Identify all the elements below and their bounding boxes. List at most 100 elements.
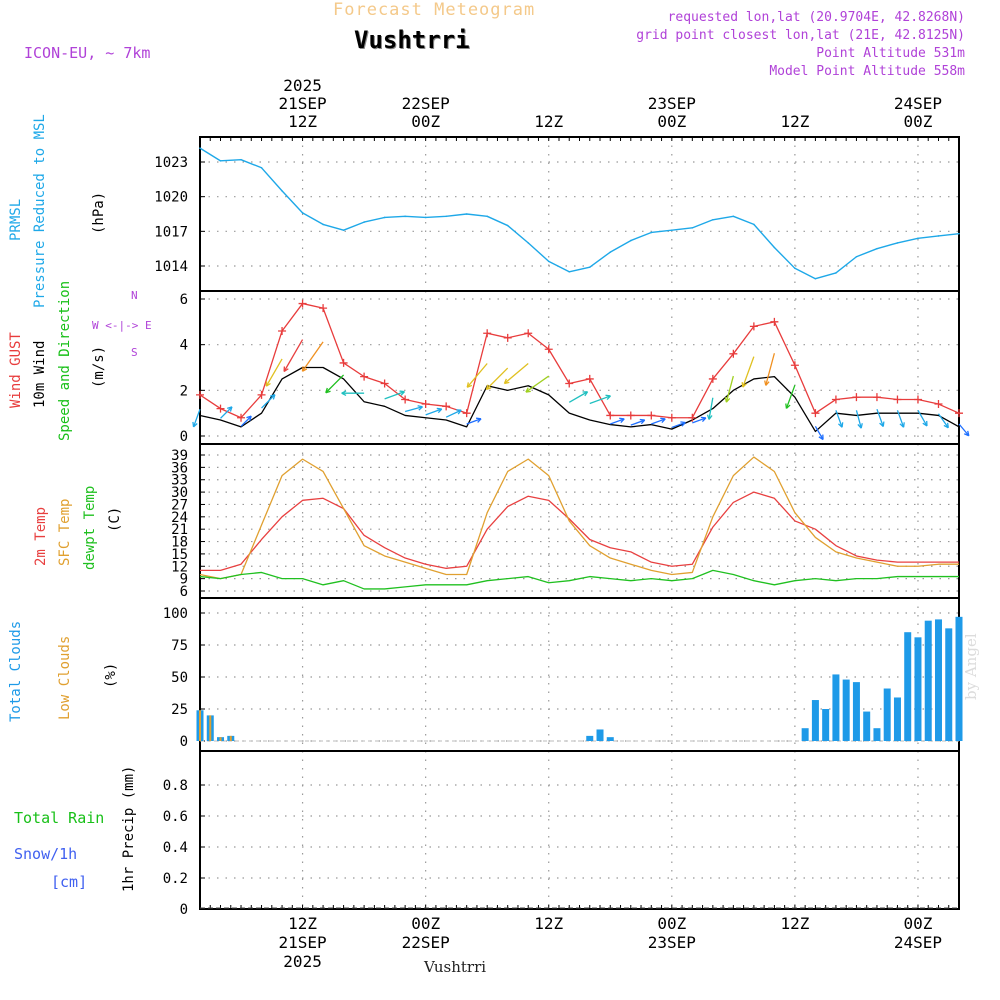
total-cloud-bar xyxy=(934,619,942,741)
pressure-point xyxy=(671,229,673,231)
y-tick-label: 0.8 xyxy=(163,778,188,794)
wind-arrow-head xyxy=(922,420,928,427)
gust-marker xyxy=(380,379,389,388)
wind-arrow xyxy=(192,408,201,428)
time-label-top: 22SEP xyxy=(402,94,450,113)
time-label-bottom: 12Z xyxy=(534,914,563,933)
y-tick-label: 27 xyxy=(171,497,188,513)
wind-arrow-head xyxy=(227,406,233,412)
wind-arrow-head xyxy=(325,387,331,394)
wind-arrow xyxy=(240,415,252,427)
gust-marker xyxy=(298,299,307,308)
wind-label-speed-dir: Speed and Direction xyxy=(57,280,73,441)
time-label-top: 23SEP xyxy=(648,94,696,113)
total-cloud-bar xyxy=(852,682,860,741)
wind-arrow-head xyxy=(456,409,462,415)
wind-arrow-head xyxy=(837,422,844,428)
y-tick-label: 0 xyxy=(180,429,188,445)
pressure-point xyxy=(712,218,714,221)
credit-watermark: by Angel xyxy=(962,633,980,700)
gust-marker xyxy=(360,372,369,381)
wind-arrow-head xyxy=(660,417,666,424)
wind-arrow xyxy=(301,341,324,372)
gust-marker xyxy=(647,411,656,420)
wind-arrow xyxy=(261,394,276,409)
gust-marker xyxy=(585,374,594,383)
wind-arrow xyxy=(708,397,714,420)
wind-arrow xyxy=(785,384,796,409)
gust-marker xyxy=(319,304,328,313)
y-tick-label: 1020 xyxy=(154,190,188,206)
total-cloud-bar xyxy=(893,697,901,741)
pressure-point xyxy=(691,227,694,229)
wind-arrow-head xyxy=(485,384,492,391)
y-tick-label: 0.4 xyxy=(163,840,188,856)
y-tick-label: 1017 xyxy=(154,224,188,240)
wind-arrow xyxy=(325,374,345,394)
y-tick-label: 0 xyxy=(180,734,188,750)
gust-marker xyxy=(934,400,943,409)
time-label-top: 12Z xyxy=(288,112,317,131)
total-cloud-bar xyxy=(801,728,809,741)
total-cloud-bar xyxy=(904,632,912,741)
wind-arrow xyxy=(896,410,905,428)
temp-2m-line xyxy=(200,491,959,572)
precip-label-rain: Total Rain xyxy=(14,809,105,827)
y-tick-label: 0 xyxy=(180,902,188,918)
gust-marker xyxy=(544,345,553,354)
gust-marker xyxy=(811,409,820,418)
low-cloud-bar xyxy=(209,715,212,741)
wind-arrow-head xyxy=(857,423,863,429)
wind-arrow xyxy=(765,353,776,386)
temp-dewpt-line xyxy=(199,569,959,590)
wind-arrow-head xyxy=(700,416,707,423)
pressure-point xyxy=(896,242,899,244)
time-label-bottom: 12Z xyxy=(780,914,809,933)
point-altitude: Point Altitude 531m xyxy=(816,46,965,61)
y-tick-label: 1023 xyxy=(154,155,188,171)
wind-arrow xyxy=(876,408,884,427)
cloud-label-low: Low Clouds xyxy=(57,635,73,720)
time-label-top: 12Z xyxy=(780,112,809,131)
wind-arrow-head xyxy=(943,422,949,429)
wind-arrow-head xyxy=(818,434,824,441)
total-cloud-bar xyxy=(914,637,922,741)
time-label-bottom: 21SEP xyxy=(278,933,326,952)
gust-line xyxy=(199,302,960,419)
wind-arrow-head xyxy=(605,394,611,401)
temp-label-sfc: SFC Temp xyxy=(57,498,73,566)
gust-marker xyxy=(790,361,799,370)
wind-arrow xyxy=(265,358,283,387)
y-tick-label: 9 xyxy=(180,572,188,588)
wind-arrow-head xyxy=(680,421,686,427)
y-tick-label: 33 xyxy=(171,473,188,489)
cloud-label-total: Total Clouds xyxy=(8,620,24,722)
gust-marker xyxy=(749,322,758,331)
pressure-point xyxy=(568,270,571,273)
pressure-point xyxy=(794,267,796,270)
y-tick-label: 4 xyxy=(180,338,188,354)
wind-arrow-head xyxy=(466,382,473,388)
wind-arrow-head xyxy=(724,397,731,403)
gust-marker xyxy=(196,390,204,399)
pressure-point xyxy=(301,212,304,214)
gust-marker xyxy=(852,393,861,402)
pressure-point xyxy=(404,215,406,218)
total-cloud-bar xyxy=(955,616,963,741)
gust-marker xyxy=(667,413,676,422)
model-altitude: Model Point Altitude 558m xyxy=(769,64,965,79)
time-label-top: 00Z xyxy=(904,112,933,131)
pressure-point xyxy=(465,213,468,215)
wind-arrow xyxy=(283,339,304,372)
y-tick-label: 0.6 xyxy=(163,809,188,825)
total-cloud-bar xyxy=(832,674,840,741)
gust-marker xyxy=(237,413,246,422)
wind-arrow xyxy=(630,419,645,426)
y-tick-label: 18 xyxy=(171,535,188,551)
pressure-point xyxy=(219,160,222,162)
total-cloud-bar xyxy=(586,735,594,741)
gust-marker xyxy=(401,395,410,404)
cloud-unit: (%) xyxy=(103,662,119,688)
pressure-point xyxy=(383,216,386,219)
gust-marker xyxy=(565,379,574,388)
